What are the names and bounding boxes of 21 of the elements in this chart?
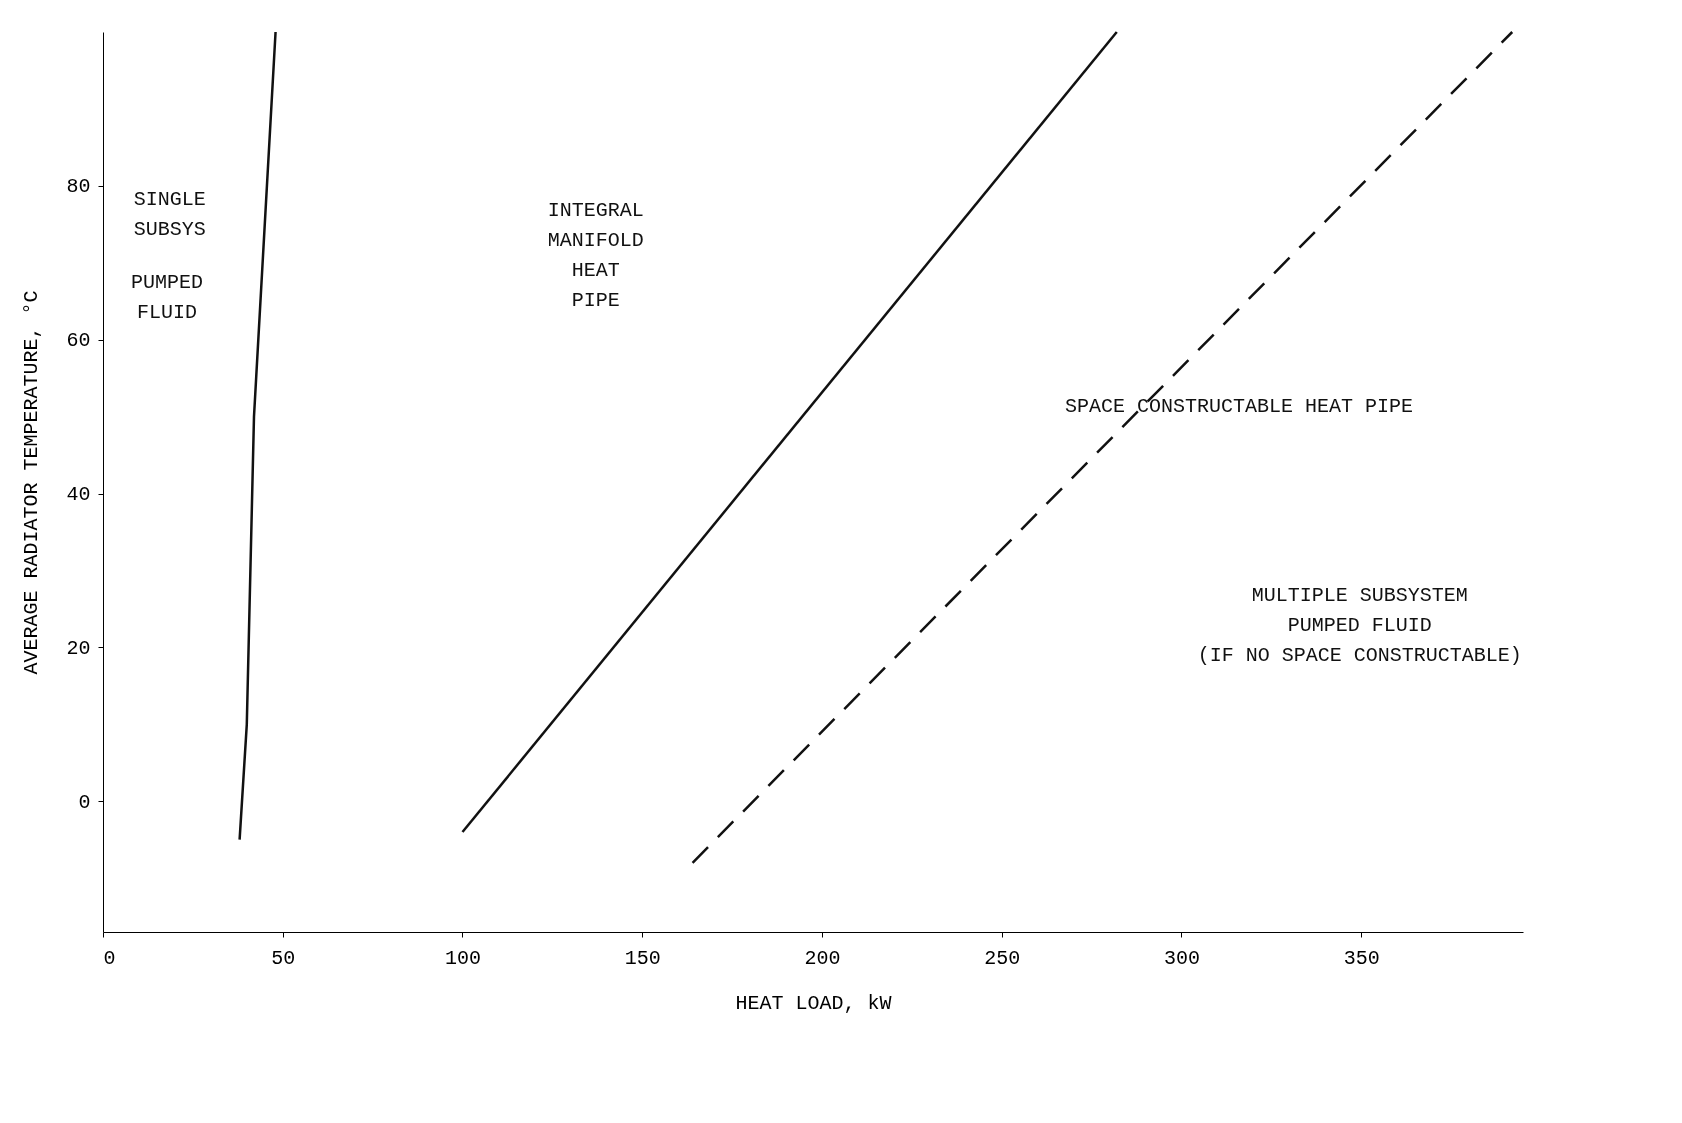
x-tick-label: 250 (984, 946, 1021, 970)
y-tick-label: 80 (66, 175, 91, 199)
annotation: SPACE CONSTRUCTABLE HEAT PIPE (1064, 395, 1414, 419)
y-axis-title: AVERAGE RADIATOR TEMPERATURE, °C (20, 290, 44, 675)
y-tick-label: 0 (78, 790, 91, 814)
x-tick-label: 150 (624, 946, 661, 970)
annotation: PUMPED FLUID (130, 271, 203, 325)
line-series (238, 30, 277, 841)
annotation: MULTIPLE SUBSYSTEM PUMPED FLUID (IF NO SPACE CONSTRUCTABLE) (1197, 584, 1522, 668)
x-tick-label: 300 (1163, 946, 1200, 970)
x-tick-label: 50 (271, 946, 296, 970)
x-tick-label: 0 (103, 946, 116, 970)
y-tick-label: 60 (66, 329, 91, 353)
y-tick-label: 40 (66, 483, 91, 507)
y-tick-label: 20 (66, 636, 91, 660)
annotation: INTEGRAL MANIFOLD HEAT PIPE (547, 199, 644, 313)
annotation: SINGLE SUBSYS (133, 187, 206, 241)
x-tick-label: 200 (804, 946, 841, 970)
x-tick-label: 350 (1343, 946, 1380, 970)
x-tick-label: 100 (444, 946, 481, 970)
x-axis-title: HEAT LOAD, kW (735, 991, 892, 1015)
